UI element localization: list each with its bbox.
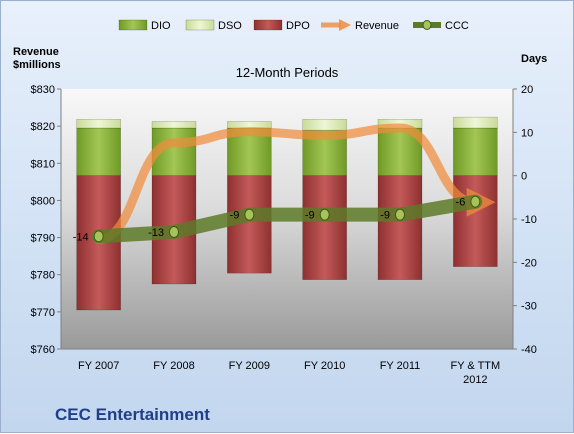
ccc-point — [169, 226, 179, 238]
left-tick-label: $790 — [31, 233, 55, 245]
right-tick-label: -10 — [521, 214, 537, 226]
left-tick-label: $770 — [31, 307, 55, 319]
legend-label-dpo: DPO — [286, 20, 310, 32]
revenue-line — [94, 123, 496, 244]
ccc-data-label: -9 — [230, 210, 240, 222]
left-tick-label: $760 — [31, 344, 55, 356]
right-tick-label: 20 — [521, 84, 533, 96]
ccc-line — [91, 194, 483, 244]
left-tick-label: $810 — [31, 158, 55, 170]
x-tick-label: FY 2009 — [229, 360, 270, 372]
right-tick-label: -30 — [521, 301, 537, 313]
chart-title: 12-Month Periods — [236, 65, 339, 80]
legend-swatch-dso — [185, 19, 215, 31]
bar-dso — [151, 121, 197, 129]
left-tick-label: $820 — [31, 121, 55, 133]
bar-dpo — [302, 175, 347, 280]
right-tick-label: -40 — [521, 344, 537, 356]
bar-dso — [453, 116, 498, 129]
bar-dso — [227, 121, 272, 129]
bar-dso — [302, 119, 347, 131]
x-tick-label: FY 2011 — [380, 360, 421, 372]
legend-label-dso: DSO — [218, 20, 242, 32]
x-tick-label: FY 2007 — [78, 360, 119, 372]
legend-marker-ccc — [422, 20, 432, 30]
bar-dso — [76, 119, 121, 129]
legend-arrowhead-revenue — [339, 19, 351, 31]
x-tick-label: FY & TTM — [450, 360, 500, 372]
legend-label-dio: DIO — [151, 20, 171, 32]
x-tick-label: FY 2008 — [153, 360, 194, 372]
ccc-point — [470, 195, 481, 208]
ccc-data-label: -9 — [305, 210, 315, 222]
ccc-point — [319, 208, 330, 221]
ccc-data-label: -9 — [380, 210, 390, 222]
ccc-data-label: -14 — [73, 231, 89, 243]
left-tick-label: $780 — [31, 270, 55, 282]
left-axis-label: Revenue — [13, 46, 59, 58]
legend-swatch-dpo — [253, 19, 283, 31]
bar-dio — [76, 127, 121, 176]
ccc-point — [395, 208, 405, 221]
legend-label-ccc: CCC — [445, 20, 469, 32]
x-tick-label-line2: 2012 — [463, 374, 487, 386]
legend-swatch-dio — [118, 19, 148, 31]
legend-label-revenue: Revenue — [355, 20, 399, 32]
right-tick-label: -20 — [521, 257, 537, 269]
right-tick-label: 0 — [521, 171, 527, 183]
x-tick-label: FY 2010 — [304, 360, 345, 372]
right-tick-label: 10 — [521, 127, 533, 139]
ccc-point — [244, 208, 255, 221]
company-name: CEC Entertainment — [55, 405, 210, 424]
right-axis-label: Days — [521, 53, 547, 65]
ccc-point — [93, 230, 104, 243]
bar-dpo — [453, 175, 498, 267]
ccc-data-label: -13 — [148, 227, 164, 239]
left-tick-label: $800 — [31, 195, 55, 207]
left-tick-label: $830 — [31, 84, 55, 96]
left-axis-label-unit: $millions — [13, 59, 61, 71]
bar-dpo — [377, 175, 423, 280]
ccc-data-label: -6 — [456, 197, 466, 209]
bar-dio — [453, 127, 498, 176]
